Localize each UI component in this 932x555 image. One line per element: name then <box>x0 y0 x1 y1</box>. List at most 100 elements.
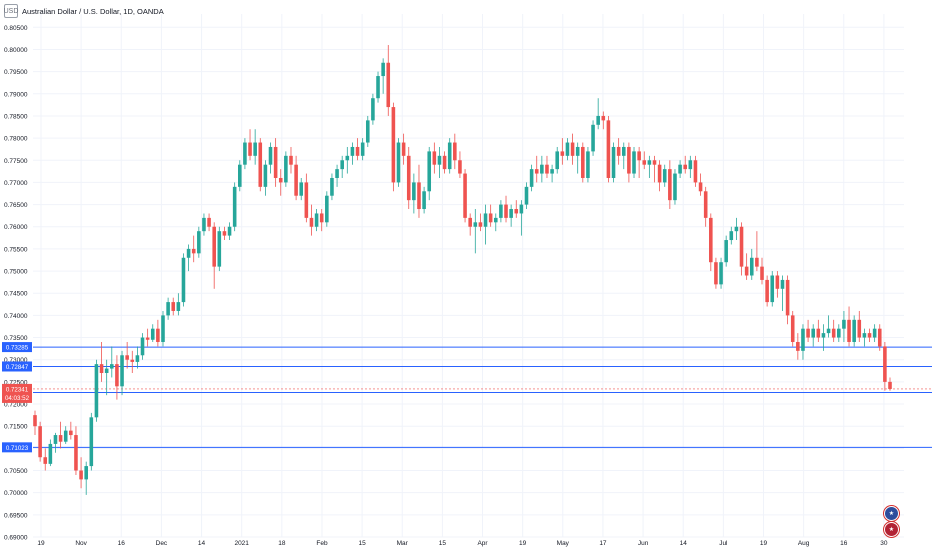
x-tick-label: May <box>557 540 570 547</box>
candle-body <box>714 262 718 285</box>
candle-body <box>811 328 815 338</box>
candle-body <box>99 364 104 374</box>
candle <box>842 310 846 342</box>
candle <box>197 226 201 258</box>
x-tick-label: 18 <box>278 540 286 547</box>
candle <box>698 173 703 196</box>
candle-body <box>278 177 283 183</box>
flag-icon[interactable]: ★ <box>884 506 899 521</box>
candle <box>816 319 821 342</box>
candle-body <box>729 231 734 241</box>
candle-body <box>509 209 513 218</box>
candle <box>150 324 155 342</box>
candle <box>760 257 764 285</box>
candle <box>837 324 841 342</box>
candle-body <box>453 142 457 161</box>
candle-body <box>647 160 652 165</box>
candle-body <box>335 169 339 178</box>
candle <box>550 164 554 183</box>
candle <box>744 253 749 280</box>
candle <box>775 271 780 298</box>
candle-body <box>760 266 764 280</box>
candle-body <box>191 248 196 254</box>
candle-body <box>74 435 78 471</box>
candle <box>611 142 616 183</box>
flag-icon[interactable]: ★ <box>884 522 899 537</box>
candle-body <box>422 191 426 210</box>
candle-body <box>125 355 129 360</box>
y-tick-label: 0.75000 <box>4 269 28 276</box>
candle-body <box>202 217 206 232</box>
candle-body <box>637 151 641 161</box>
candle-body <box>821 333 826 338</box>
candle <box>586 146 590 183</box>
candle-body <box>883 346 887 382</box>
candle-body <box>360 142 365 156</box>
candle <box>581 142 585 183</box>
candle-body <box>89 417 94 467</box>
candle <box>330 173 334 201</box>
candle-body <box>33 415 37 427</box>
candle <box>299 177 304 201</box>
candle-body <box>227 226 232 236</box>
candle-body <box>862 333 867 338</box>
x-tick-label: 17 <box>599 540 607 547</box>
candle <box>89 412 94 471</box>
candle <box>166 297 170 320</box>
candle-body <box>755 257 759 267</box>
candle-body <box>826 328 831 334</box>
candle <box>43 448 48 471</box>
candle-body <box>621 146 626 156</box>
candle <box>191 235 196 263</box>
chart-title-bar: USD Australian Dollar / U.S. Dollar, 1D,… <box>4 4 164 18</box>
candle <box>478 213 483 232</box>
candle <box>724 235 728 267</box>
candle <box>657 160 662 192</box>
candle-body <box>709 217 713 263</box>
candle <box>360 138 365 161</box>
candle-body <box>447 142 452 170</box>
candle <box>473 209 478 254</box>
y-tick-label: 0.72500 <box>4 379 28 386</box>
candle <box>601 111 606 130</box>
y-tick-label: 0.69500 <box>4 512 28 519</box>
candle <box>632 146 636 178</box>
candle <box>673 169 677 205</box>
candle <box>248 129 252 161</box>
x-tick-label: Jul <box>719 540 728 547</box>
grid-layer <box>33 14 904 538</box>
line-price-tag <box>2 342 32 353</box>
candle-body <box>222 231 227 236</box>
candle-body <box>309 217 314 227</box>
candle-body <box>842 319 846 329</box>
candle <box>48 439 53 467</box>
candle-body <box>739 226 744 267</box>
candle <box>130 350 135 374</box>
candle-body <box>53 435 58 444</box>
candle-body <box>816 328 821 338</box>
candle <box>647 155 652 178</box>
y-tick-label: 0.78500 <box>4 113 28 120</box>
y-tick-label: 0.76500 <box>4 202 28 209</box>
candle <box>826 315 831 338</box>
candle <box>499 200 503 223</box>
candle-body <box>596 115 600 125</box>
x-tick-label: 15 <box>358 540 366 547</box>
x-tick-label: 19 <box>37 540 45 547</box>
candle <box>627 142 631 183</box>
x-tick-label: Dec <box>156 540 168 547</box>
candle <box>678 160 682 178</box>
x-tick-label: 15 <box>439 540 447 547</box>
candle-body <box>801 328 805 351</box>
candle <box>468 213 472 236</box>
x-tick-label: 16 <box>840 540 848 547</box>
candle-body <box>115 364 119 387</box>
y-tick-label: 0.75500 <box>4 246 28 253</box>
candle-body <box>371 98 375 121</box>
candle <box>263 160 268 196</box>
candle <box>222 226 227 241</box>
currency-icon[interactable]: USD <box>4 4 18 18</box>
line-price-label: 0.72847 <box>6 364 29 371</box>
